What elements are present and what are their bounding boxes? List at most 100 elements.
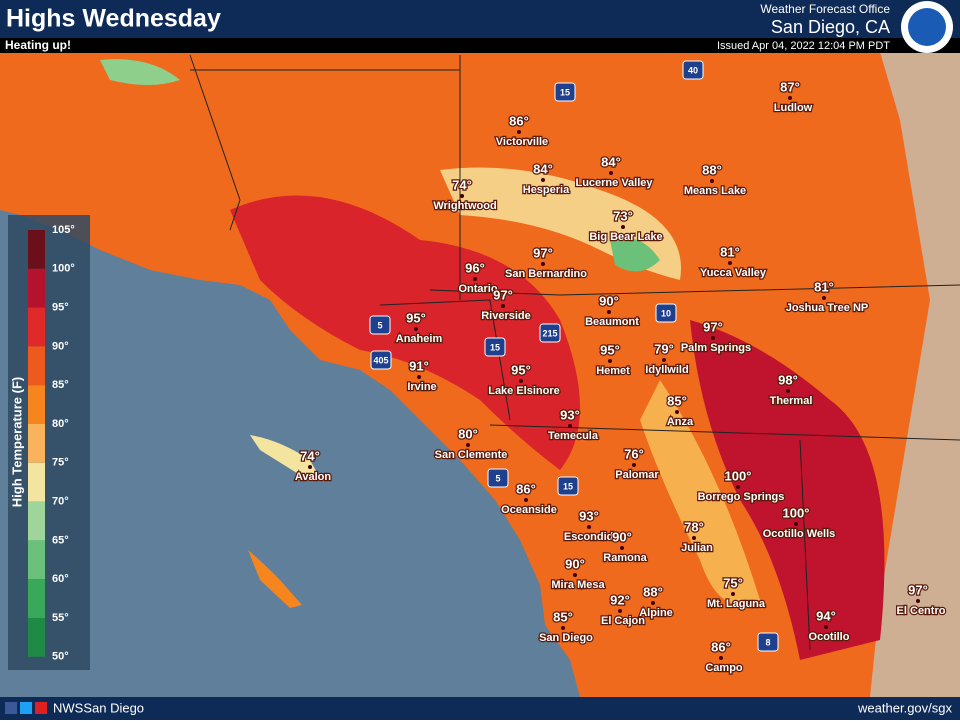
city-name: Temecula [548, 430, 599, 442]
city-dot [822, 296, 826, 300]
legend-label: 95° [52, 302, 69, 314]
city-temp: 86° [509, 113, 529, 128]
city-temp: 93° [560, 407, 580, 422]
highway-number: 5 [377, 320, 382, 330]
city-temp: 96° [465, 260, 485, 275]
city-temp: 76° [624, 446, 644, 461]
city-temp: 100° [783, 505, 810, 520]
website[interactable]: weather.gov/sgx [857, 700, 952, 715]
city-dot [524, 498, 528, 502]
city-name: Borrego Springs [698, 491, 785, 503]
nws-logo-inner [908, 8, 946, 46]
city-name: Palomar [615, 469, 659, 481]
city-name: San Diego [539, 632, 593, 644]
highway-shield [757, 632, 779, 652]
city-dot [608, 359, 612, 363]
social-handle[interactable]: NWSSan Diego [53, 700, 144, 715]
footer-bar [0, 697, 960, 720]
highway-number: 15 [560, 87, 570, 97]
city-name: Avalon [295, 471, 332, 483]
city-temp: 95° [511, 362, 531, 377]
youtube-icon[interactable] [35, 702, 47, 714]
city-dot [662, 358, 666, 362]
city-dot [632, 463, 636, 467]
city-temp: 86° [516, 481, 536, 496]
city-dot [414, 327, 418, 331]
city-temp: 75° [723, 575, 743, 590]
city-name: Ontario [458, 283, 497, 295]
city-name: Hemet [596, 365, 630, 377]
city-dot [719, 656, 723, 660]
city-dot [561, 626, 565, 630]
colorbar-band [28, 307, 45, 347]
colorbar-band [28, 230, 45, 269]
city-name: Irvine [407, 381, 436, 393]
city-name: Joshua Tree NP [786, 302, 869, 314]
hot-zone [690, 320, 885, 660]
city-dot [916, 599, 920, 603]
cool-zone [640, 380, 760, 605]
city-dot [568, 424, 572, 428]
city-temp: 93° [579, 508, 599, 523]
city-labels: 86° Victorville 87° Ludlow 84° Hesperia 84° Luc… [294, 60, 947, 675]
city-dot [308, 465, 312, 469]
city-name: Means Lake [684, 185, 746, 197]
cool-zone [100, 59, 180, 85]
city-temp: 97° [533, 245, 553, 260]
city-dot [788, 96, 792, 100]
city-name: Mira Mesa [551, 579, 605, 591]
city-temp: 100° [725, 468, 752, 483]
city-dot [517, 130, 521, 134]
city-name: Julian [681, 542, 713, 554]
city-name: El Centro [897, 605, 946, 617]
facebook-icon[interactable] [5, 702, 17, 714]
city-name: Hesperia [523, 184, 570, 196]
city-temp: 73° [613, 208, 633, 223]
city-temp: 97° [493, 287, 513, 302]
subtitle-bar [0, 38, 960, 53]
city-name: El Cajon [601, 615, 645, 627]
city-dot [466, 443, 470, 447]
city-name: Riverside [481, 310, 531, 322]
legend-label: 75° [52, 457, 69, 469]
city-dot [501, 304, 505, 308]
city-name: Mt. Laguna [707, 598, 766, 610]
highway-number: 8 [765, 637, 770, 647]
city-dot [460, 194, 464, 198]
city-name: Ocotillo [809, 631, 850, 643]
city-name: Lucerne Valley [575, 177, 653, 189]
highway-number: 15 [490, 342, 500, 352]
city-name: San Clemente [435, 449, 508, 461]
highway-number: 405 [373, 355, 388, 365]
twitter-icon[interactable] [20, 702, 32, 714]
city-temp: 86° [711, 639, 731, 654]
city-dot [786, 389, 790, 393]
colorbar-band [28, 346, 45, 386]
city-temp: 78° [684, 519, 704, 534]
city-dot [731, 592, 735, 596]
city-name: Beaumont [585, 316, 639, 328]
city-dot [607, 310, 611, 314]
city-name: Alpine [639, 607, 673, 619]
city-dot [587, 525, 591, 529]
city-dot [620, 546, 624, 550]
city-name: Palm Springs [681, 342, 751, 354]
city-temp: 81° [720, 244, 740, 259]
highway-shield [682, 60, 704, 80]
city-name: Escondido [564, 531, 621, 543]
colorbar: 105° 100° 95° 90° 85° 80° 75° 70° 65° 60° 55° 50° [28, 224, 75, 663]
city-temp: 95° [406, 310, 426, 325]
highway-shield [539, 323, 561, 343]
highway-number: 10 [661, 308, 671, 318]
city-name: Anza [667, 416, 694, 428]
hot-zone [230, 195, 580, 471]
city-temp: 90° [565, 556, 585, 571]
city-name: Big Bear Lake [589, 231, 662, 243]
city-temp: 85° [553, 609, 573, 624]
city-dot [710, 179, 714, 183]
city-dot [736, 485, 740, 489]
legend-label: 105° [52, 224, 75, 236]
city-temp: 91° [409, 358, 429, 373]
city-name: Idyllwild [645, 364, 688, 376]
colorbar-band [28, 579, 45, 618]
